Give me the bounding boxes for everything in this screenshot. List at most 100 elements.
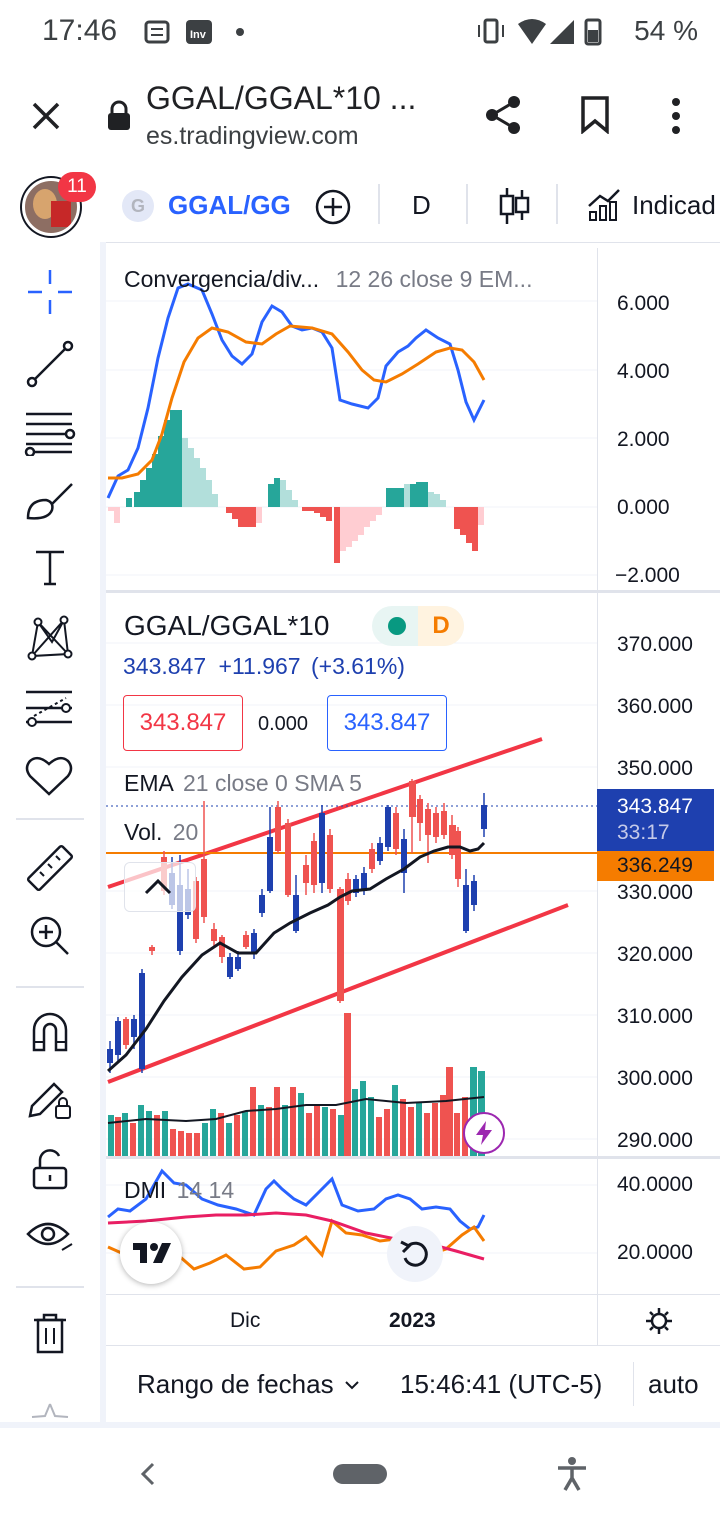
status-time: 17:46 xyxy=(42,14,118,47)
sell-button[interactable]: 343.847 xyxy=(123,695,243,751)
pane-separator[interactable] xyxy=(106,590,720,593)
chevron-down-icon xyxy=(345,1381,359,1390)
timezone-clock[interactable]: 15:46:41 (UTC-5) xyxy=(400,1369,603,1399)
ema-legend[interactable]: EMA 21 close 0 SMA 5 xyxy=(124,770,362,797)
sidebar-divider xyxy=(16,818,84,820)
interval-button[interactable]: D xyxy=(412,190,431,220)
sidebar-divider xyxy=(16,1286,84,1288)
price-plot xyxy=(106,642,598,1156)
dmi-plus-line xyxy=(107,1168,486,1231)
market-open-dot xyxy=(388,617,406,635)
flash-button[interactable] xyxy=(463,1112,505,1154)
lock-drawings-icon[interactable] xyxy=(26,1078,74,1122)
favorites-heart-icon[interactable] xyxy=(24,754,74,798)
dmi-scale-border xyxy=(597,1159,598,1294)
axis-divider xyxy=(597,1295,598,1346)
date-range-button[interactable]: Rango de fechas xyxy=(137,1369,334,1399)
text-tool-icon[interactable] xyxy=(32,548,68,588)
accessibility-icon[interactable] xyxy=(556,1456,588,1492)
price-change-line: 343.847 +11.967 (+3.61%) xyxy=(123,653,405,680)
toolbar-divider xyxy=(556,184,558,224)
price-change-percent: (+3.61%) xyxy=(311,653,405,679)
symbol-search[interactable]: GGAL/GG xyxy=(168,190,291,220)
avatar[interactable] xyxy=(22,178,80,236)
dmi-scale[interactable]: 40.0000 20.0000 xyxy=(597,1159,720,1294)
zoom-in-icon[interactable] xyxy=(28,914,72,958)
signal-line xyxy=(108,324,486,480)
bookmark-icon[interactable] xyxy=(580,96,610,134)
ruler-icon[interactable] xyxy=(24,842,76,894)
macd-price-scale[interactable]: 6.000 4.000 2.000 0.000 −2.000 xyxy=(597,248,720,590)
auto-scale-button[interactable]: auto xyxy=(648,1369,699,1399)
reset-chart-button[interactable] xyxy=(387,1226,443,1282)
ema-value-tag-value: 336.249 xyxy=(617,854,693,877)
tradingview-logo-button[interactable] xyxy=(120,1222,182,1284)
toolbar-divider xyxy=(466,184,468,224)
macd-scale-border xyxy=(597,248,598,590)
magnet-icon[interactable] xyxy=(28,1010,72,1054)
tv-logo-icon xyxy=(133,1243,171,1263)
buy-button[interactable]: 343.847 xyxy=(327,695,447,751)
trash-icon[interactable] xyxy=(32,1312,68,1356)
market-status-badge[interactable]: D xyxy=(372,606,464,646)
price-scale-label: 350.000 xyxy=(617,757,693,780)
lightning-icon xyxy=(476,1121,492,1145)
bottom-divider xyxy=(633,1362,634,1406)
price-scale[interactable]: 370.000 360.000 350.000 330.000 320.000 … xyxy=(597,593,720,1156)
compare-add-icon[interactable] xyxy=(314,188,352,226)
dmi-scale-label: 20.0000 xyxy=(617,1241,693,1264)
spread-value: 0.000 xyxy=(258,713,309,735)
trend-line-icon[interactable] xyxy=(26,340,74,388)
back-icon[interactable] xyxy=(138,1462,158,1486)
prediction-icon[interactable] xyxy=(24,686,76,728)
macd-histogram xyxy=(108,410,484,563)
price-scale-label: 370.000 xyxy=(617,633,693,656)
indicators-button[interactable]: Indicad xyxy=(632,190,716,220)
settings-gear-icon[interactable] xyxy=(645,1307,673,1335)
page-title: GGAL/GGAL*10 ... xyxy=(146,80,417,116)
fib-retracement-icon[interactable] xyxy=(24,408,76,456)
pane-separator[interactable] xyxy=(106,1156,720,1159)
symbol-title[interactable]: GGAL/GGAL*10 xyxy=(124,610,330,641)
macd-title[interactable]: Convergencia/div... 12 26 close 9 EM... xyxy=(124,266,532,293)
lock-icon xyxy=(108,100,130,130)
bottom-toolbar: Rango de fechas 15:46:41 (UTC-5) auto xyxy=(106,1345,720,1424)
macd-name: Convergencia/div... xyxy=(124,266,320,292)
crosshair-icon[interactable] xyxy=(26,268,74,316)
share-icon[interactable] xyxy=(484,94,524,136)
price-scale-label: 320.000 xyxy=(617,943,693,966)
star-icon[interactable] xyxy=(30,1402,70,1424)
dmi-name: DMI xyxy=(124,1177,167,1203)
pattern-icon[interactable] xyxy=(26,614,74,662)
time-label-dic: Dic xyxy=(230,1309,261,1332)
notification-icons: Inv xyxy=(144,20,244,44)
price-change: +11.967 xyxy=(218,653,301,679)
svg-text:Inv: Inv xyxy=(190,29,207,41)
visibility-icon[interactable] xyxy=(26,1214,76,1258)
macd-params: 12 26 close 9 EM... xyxy=(335,266,533,292)
home-pill[interactable] xyxy=(333,1464,387,1484)
sidebar-divider xyxy=(16,986,84,988)
unlock-icon[interactable] xyxy=(30,1148,70,1192)
brush-icon[interactable] xyxy=(24,480,76,524)
candles-icon[interactable] xyxy=(498,186,530,226)
macd-scale-label: 4.000 xyxy=(617,360,670,383)
macd-scale-label: 2.000 xyxy=(617,428,670,451)
last-price-tag-value: 343.847 xyxy=(617,795,693,818)
page-url[interactable]: es.tradingview.com xyxy=(146,122,359,150)
volume-legend[interactable]: Vol. 20 xyxy=(124,819,198,846)
close-icon[interactable] xyxy=(30,100,62,132)
price-scale-label: 310.000 xyxy=(617,1005,693,1028)
content-bottom-edge xyxy=(0,1422,720,1428)
volume-ma xyxy=(107,1096,485,1124)
last-price-tag: 343.847 33:17 xyxy=(597,789,714,851)
time-axis[interactable]: Dic 2023 xyxy=(106,1294,720,1346)
ema-params: 21 close 0 SMA 5 xyxy=(182,770,362,796)
dmi-scale-label: 40.0000 xyxy=(617,1173,693,1196)
indicators-icon[interactable] xyxy=(586,186,622,222)
more-vert-icon[interactable] xyxy=(666,96,686,136)
price-scale-label: 300.000 xyxy=(617,1067,693,1090)
macd-scale-label: 6.000 xyxy=(617,292,670,315)
dmi-legend[interactable]: DMI 14 14 xyxy=(124,1177,234,1204)
collapse-legend-button[interactable] xyxy=(124,862,196,912)
